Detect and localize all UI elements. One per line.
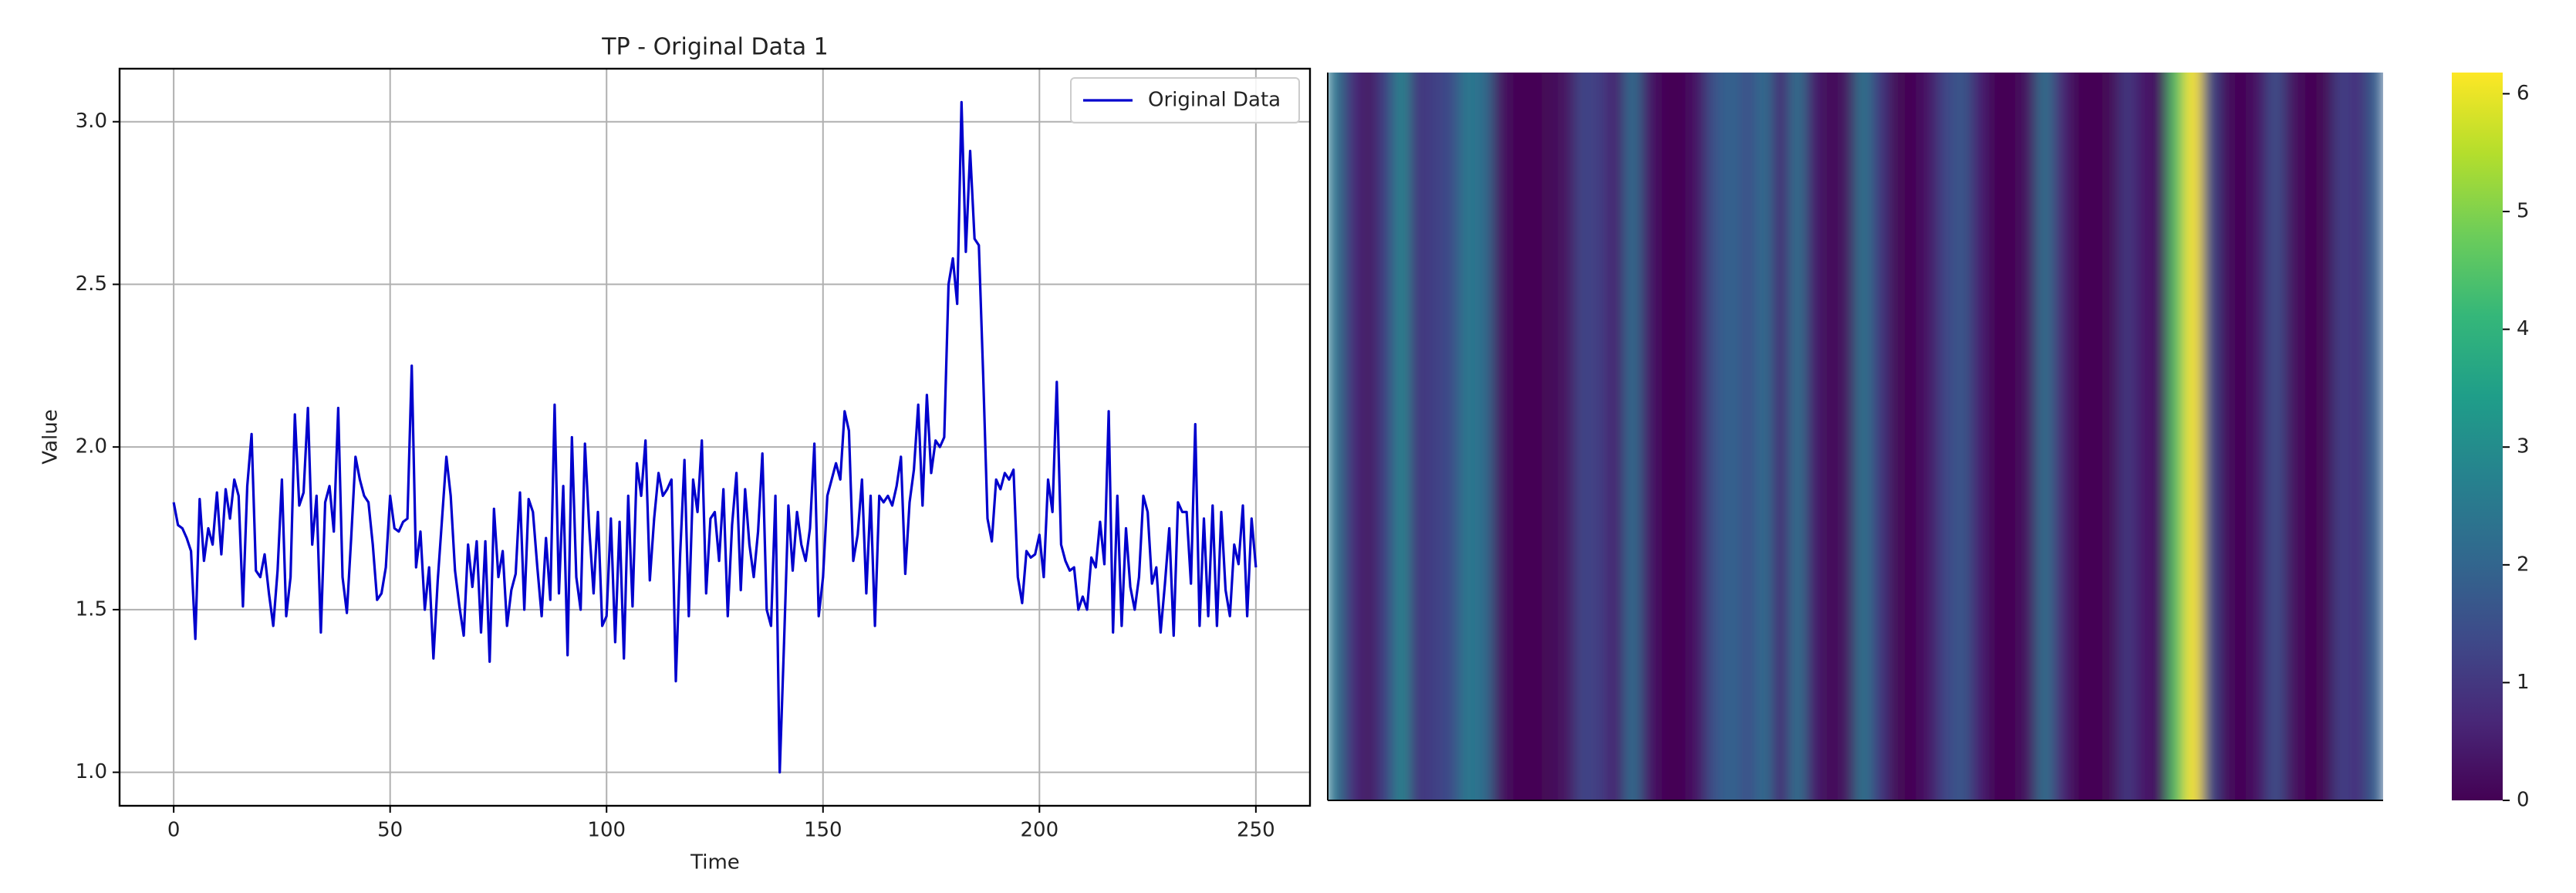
heatmap-cell <box>2036 73 2054 800</box>
x-axis-label: Time <box>690 851 740 874</box>
heatmap-cell <box>1607 73 1626 800</box>
heatmap-cell <box>1343 73 1362 800</box>
heatmap-cell <box>1673 73 1691 800</box>
heatmap-cell <box>1970 73 1988 800</box>
heatmap-cell <box>1360 73 1378 800</box>
heatmap-cell <box>2119 73 2136 800</box>
heatmap-cell <box>1739 73 1757 800</box>
colorbar-tick-label: 4 <box>2517 317 2530 340</box>
heatmap-cell <box>2135 73 2153 800</box>
heatmap-cell <box>2185 73 2203 800</box>
heatmap-cell <box>2333 73 2351 800</box>
heatmap-cell <box>2053 73 2071 800</box>
heatmap-cell <box>2284 73 2301 800</box>
heatmap-cell <box>2020 73 2038 800</box>
x-tick-label: 200 <box>1020 819 1058 842</box>
heatmap <box>1328 73 2383 800</box>
heatmap-cell <box>1789 73 1807 800</box>
heatmap-cell <box>1575 73 1592 800</box>
y-tick-label: 1.0 <box>76 760 107 783</box>
heatmap-cell <box>1921 73 1939 800</box>
colorbar-tick-label: 1 <box>2517 671 2530 694</box>
colorbar-tick-label: 3 <box>2517 435 2530 458</box>
heatmap-cell <box>2102 73 2120 800</box>
heatmap-cell <box>2003 73 2021 800</box>
colorbar-tick-label: 5 <box>2517 200 2530 223</box>
heatmap-cell <box>1376 73 1394 800</box>
x-tick-label: 100 <box>587 819 626 842</box>
colorbar-tick-label: 0 <box>2517 789 2530 812</box>
y-axis-label: Value <box>39 409 62 464</box>
data-line <box>172 100 1258 774</box>
heatmap-cell <box>2250 73 2268 800</box>
heatmap-cell <box>1657 73 1675 800</box>
colorbar-tick-label: 6 <box>2517 82 2530 105</box>
heatmap-cell <box>2201 73 2219 800</box>
heatmap-cell <box>2217 73 2236 800</box>
heatmap-cell <box>1591 73 1609 800</box>
heatmap-cell <box>1888 73 1906 800</box>
heatmap-cell <box>2349 73 2368 800</box>
chart-title: TP - Original Data 1 <box>601 34 829 61</box>
heatmap-cell <box>1690 73 1708 800</box>
heatmap-cell <box>2234 73 2252 800</box>
heatmap-cell <box>1475 73 1494 800</box>
heatmap-cell <box>1821 73 1840 800</box>
legend-box <box>1070 77 1300 123</box>
heatmap-cell <box>2168 73 2186 800</box>
legend-label: Original Data <box>1148 89 1281 112</box>
colorbar-tick-label: 2 <box>2517 553 2530 576</box>
y-tick-label: 3.0 <box>76 110 107 133</box>
heatmap-cell <box>1855 73 1872 800</box>
x-tick-label: 0 <box>167 819 181 842</box>
heatmap-cell <box>1871 73 1889 800</box>
heatmap-cell <box>1393 73 1411 800</box>
heatmap-cell <box>1723 73 1740 800</box>
heatmap-cell <box>1987 73 2004 800</box>
y-tick-label: 2.0 <box>76 435 107 458</box>
heatmap-cell <box>1410 73 1427 800</box>
heatmap-cell <box>1772 73 1790 800</box>
heatmap-cell <box>1525 73 1543 800</box>
x-tick-label: 50 <box>377 819 403 842</box>
heatmap-cell <box>1756 73 1774 800</box>
heatmap-cell <box>1838 73 1856 800</box>
heatmap-cell <box>2267 73 2285 800</box>
x-tick-label: 150 <box>804 819 842 842</box>
heatmap-cell <box>1805 73 1823 800</box>
x-tick-label: 250 <box>1237 819 1275 842</box>
heatmap-cell <box>1904 73 1922 800</box>
heatmap-cell <box>1508 73 1526 800</box>
y-tick-label: 2.5 <box>76 272 107 296</box>
heatmap-cell <box>2085 73 2104 800</box>
heatmap-cell <box>2152 73 2169 800</box>
heatmap-cell <box>1459 73 1477 800</box>
heatmap-cell <box>1707 73 1724 800</box>
heatmap-cell <box>2069 73 2087 800</box>
heatmap-cell <box>2300 73 2318 800</box>
heatmap-cell <box>1624 73 1642 800</box>
heatmap-cell <box>2366 73 2383 800</box>
heatmap-cell <box>1640 73 1658 800</box>
heatmap-cell <box>2317 73 2335 800</box>
heatmap-cell <box>1426 73 1444 800</box>
colorbar <box>2452 73 2503 800</box>
heatmap-cell <box>1541 73 1559 800</box>
y-tick-label: 1.5 <box>76 597 107 621</box>
heatmap-cell <box>1558 73 1576 800</box>
heatmap-cell <box>1953 73 1972 800</box>
heatmap-cell <box>1492 73 1510 800</box>
heatmap-cell <box>1937 73 1955 800</box>
heatmap-cell <box>1443 73 1460 800</box>
heatmap-cell <box>1328 73 1345 800</box>
plot-frame <box>118 67 1312 807</box>
